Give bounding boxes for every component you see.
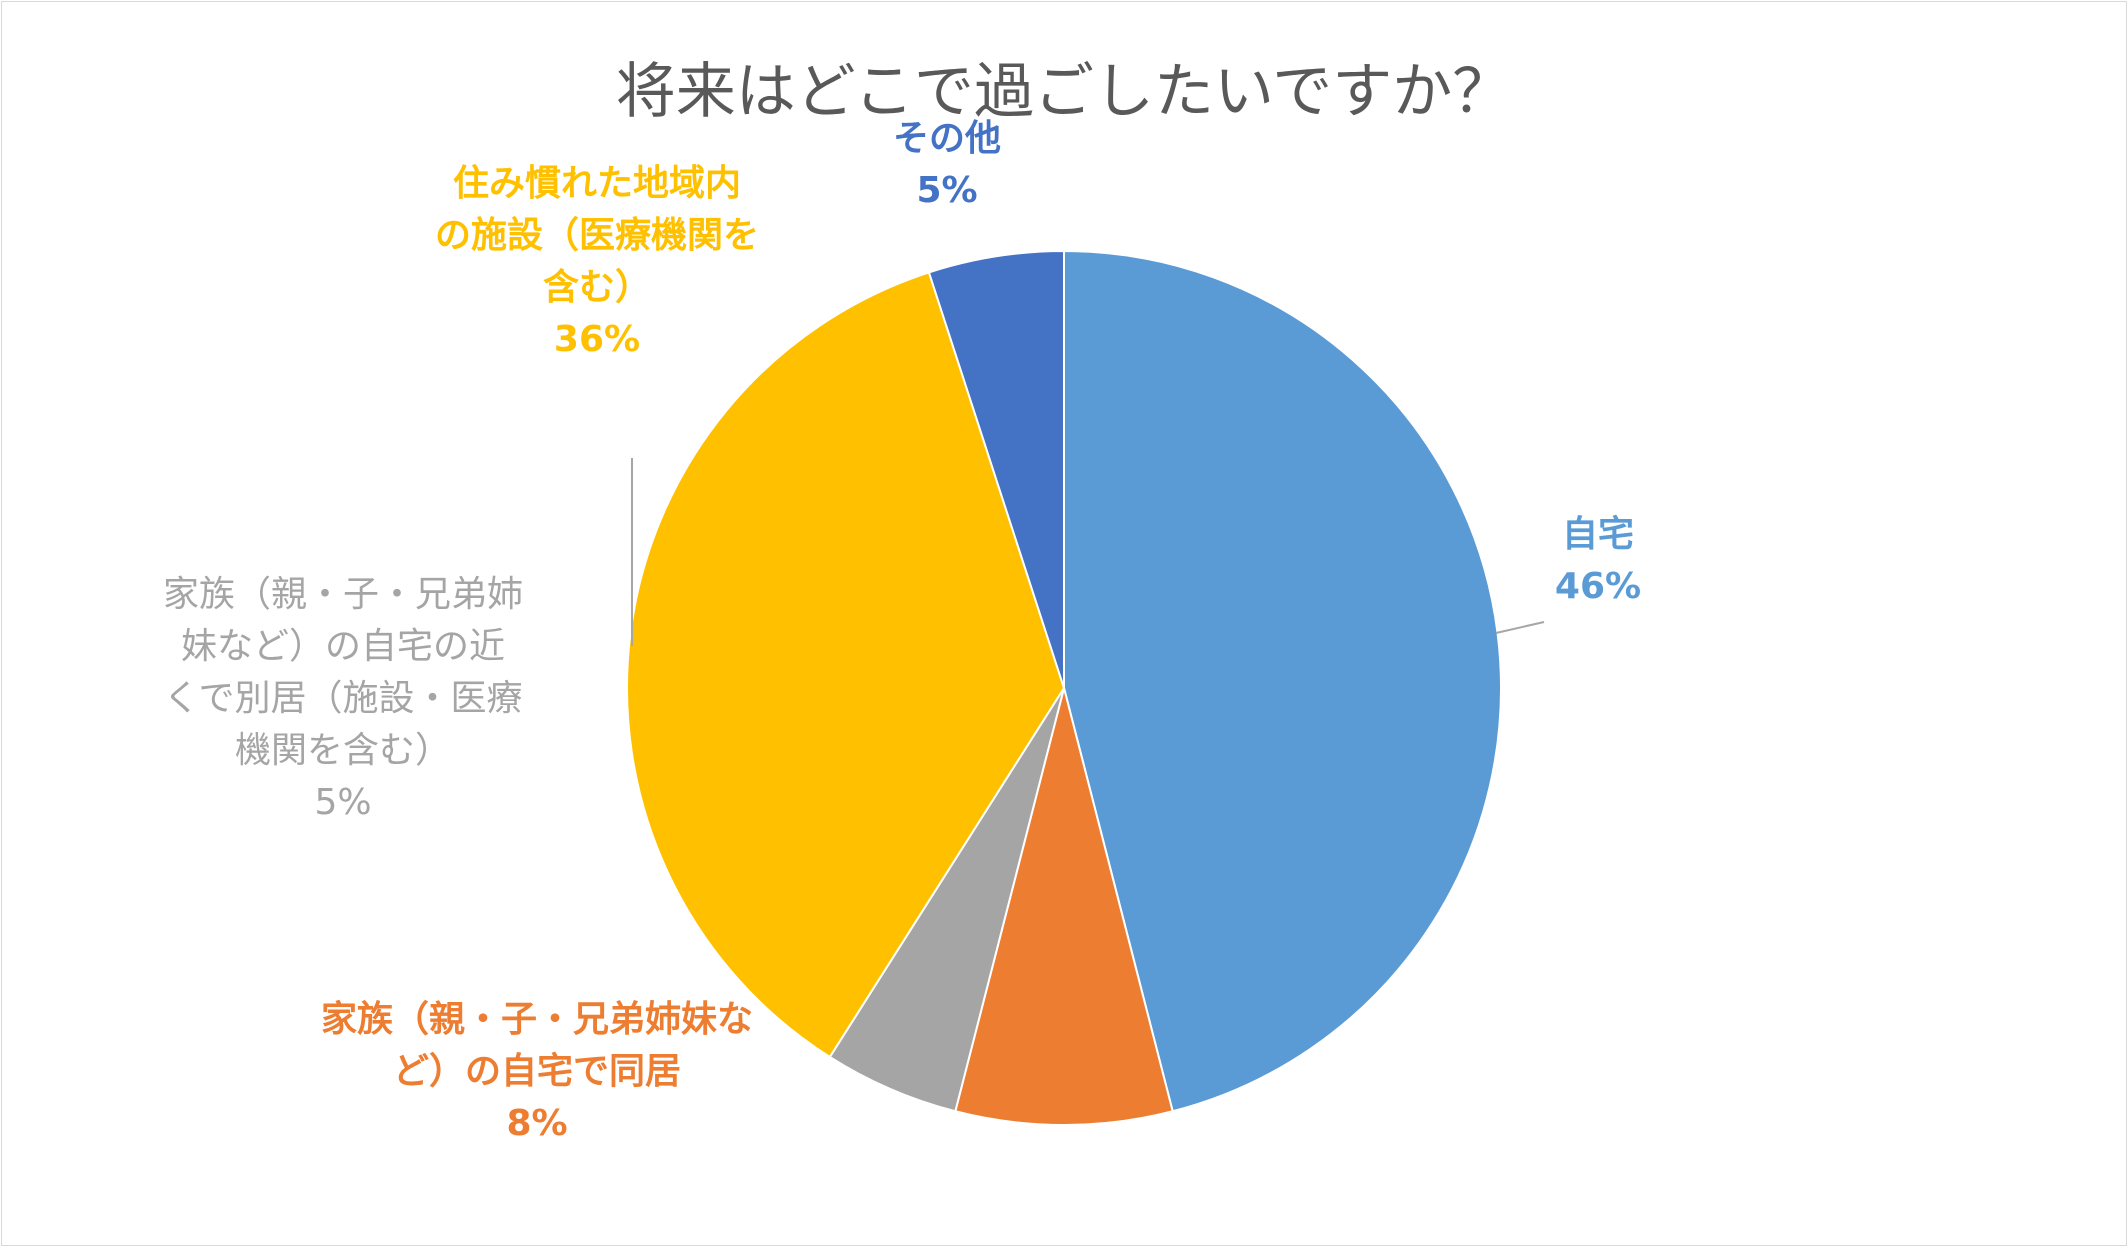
slice-label-line: ど）の自宅で同居 [393,1050,681,1092]
slice-percent: 8% [506,1103,567,1144]
slice-percent: 46% [1555,566,1641,607]
slice-label: 家族（親・子・兄弟姉妹など）の自宅の近くで別居（施設・医療機関を含む） 5% [163,574,523,823]
slice-label-line: 自宅 [1562,513,1634,555]
slice-label-line: 家族（親・子・兄弟姉 [163,574,523,615]
leader-lines [631,458,1545,646]
slice-label-line: くで別居（施設・医療 [164,678,523,719]
chart-title: 将来はどこで過ごしたいですか？ [616,57,1512,127]
slice-label: 自宅 46% [1555,513,1641,607]
slice-label-line: 家族（親・子・兄弟姉妹な [321,999,753,1040]
pie-slice [927,249,1065,689]
slice-label-line: の施設（医療機関を [435,215,759,256]
leader-line [1495,621,1545,634]
slice-label-line: 機関を含む） [235,730,451,771]
slice-percent: 5% [314,782,371,823]
slice-percent: 5% [916,170,977,211]
slice-label-line: 住み慣れた地域内 [453,163,741,204]
pie-slice [626,271,1066,1059]
slice-labels: 自宅 46%家族（親・子・兄弟姉妹など）の自宅で同居 8%家族（親・子・兄弟姉妹など… [163,118,1641,1144]
slice-label-line: 妹など）の自宅の近 [181,626,505,667]
pie-slices [626,249,1502,1126]
slice-label: 家族（親・子・兄弟姉妹など）の自宅で同居 8% [321,999,753,1144]
slice-percent: 36% [554,319,640,360]
slice-label-line: その他 [893,118,1001,159]
slice-label: その他 5% [893,118,1001,211]
slice-label-line: 含む） [543,267,651,308]
slice-label: 住み慣れた地域内の施設（医療機関を含む） 36% [435,163,759,360]
pie-slice [954,687,1174,1126]
